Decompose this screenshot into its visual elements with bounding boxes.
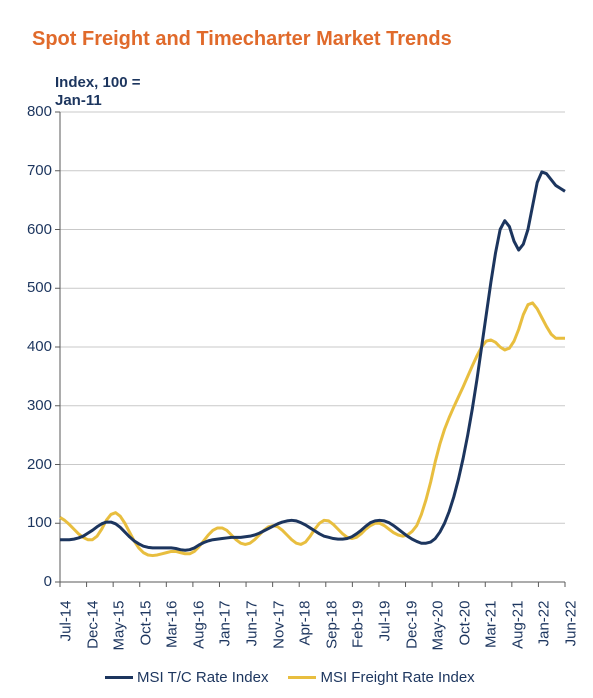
- y-tick-label: 700: [2, 162, 52, 179]
- x-tick-label: Jul-14: [58, 601, 75, 681]
- y-tick-label: 500: [2, 279, 52, 296]
- x-tick-label: Oct-20: [456, 601, 473, 681]
- x-tick-label: May-15: [111, 601, 128, 681]
- series-freight-rate: [60, 303, 565, 556]
- y-tick-label: 300: [2, 397, 52, 414]
- x-tick-label: Jan-22: [536, 601, 553, 681]
- x-tick-label: Mar-21: [483, 601, 500, 681]
- x-tick-label: Dec-19: [403, 601, 420, 681]
- x-tick-label: Jun-22: [563, 601, 580, 681]
- x-tick-label: Aug-16: [190, 601, 207, 681]
- series-tc-rate: [60, 172, 565, 550]
- x-tick-label: Jun-17: [244, 601, 261, 681]
- legend-label: MSI Freight Rate Index: [320, 669, 474, 686]
- x-tick-label: Nov-17: [270, 601, 287, 681]
- y-tick-label: 0: [2, 573, 52, 590]
- x-tick-label: Oct-15: [137, 601, 154, 681]
- y-tick-label: 400: [2, 338, 52, 355]
- x-tick-label: Dec-14: [84, 601, 101, 681]
- chart-subtitle: Index, 100 =Jan-11: [55, 74, 140, 110]
- x-tick-label: Sep-18: [323, 601, 340, 681]
- chart-container: Spot Freight and Timecharter Market Tren…: [0, 0, 593, 698]
- y-tick-label: 800: [2, 103, 52, 120]
- x-tick-label: Mar-16: [164, 601, 181, 681]
- y-tick-label: 200: [2, 456, 52, 473]
- x-tick-label: Aug-21: [509, 601, 526, 681]
- chart-title: Spot Freight and Timecharter Market Tren…: [32, 28, 452, 51]
- x-tick-label: Jul-19: [376, 601, 393, 681]
- y-tick-label: 100: [2, 514, 52, 531]
- y-tick-label: 600: [2, 221, 52, 238]
- x-tick-label: Jan-17: [217, 601, 234, 681]
- x-tick-label: May-20: [430, 601, 447, 681]
- plot-area: [60, 112, 565, 582]
- x-tick-label: Apr-18: [297, 601, 314, 681]
- x-tick-label: Feb-19: [350, 601, 367, 681]
